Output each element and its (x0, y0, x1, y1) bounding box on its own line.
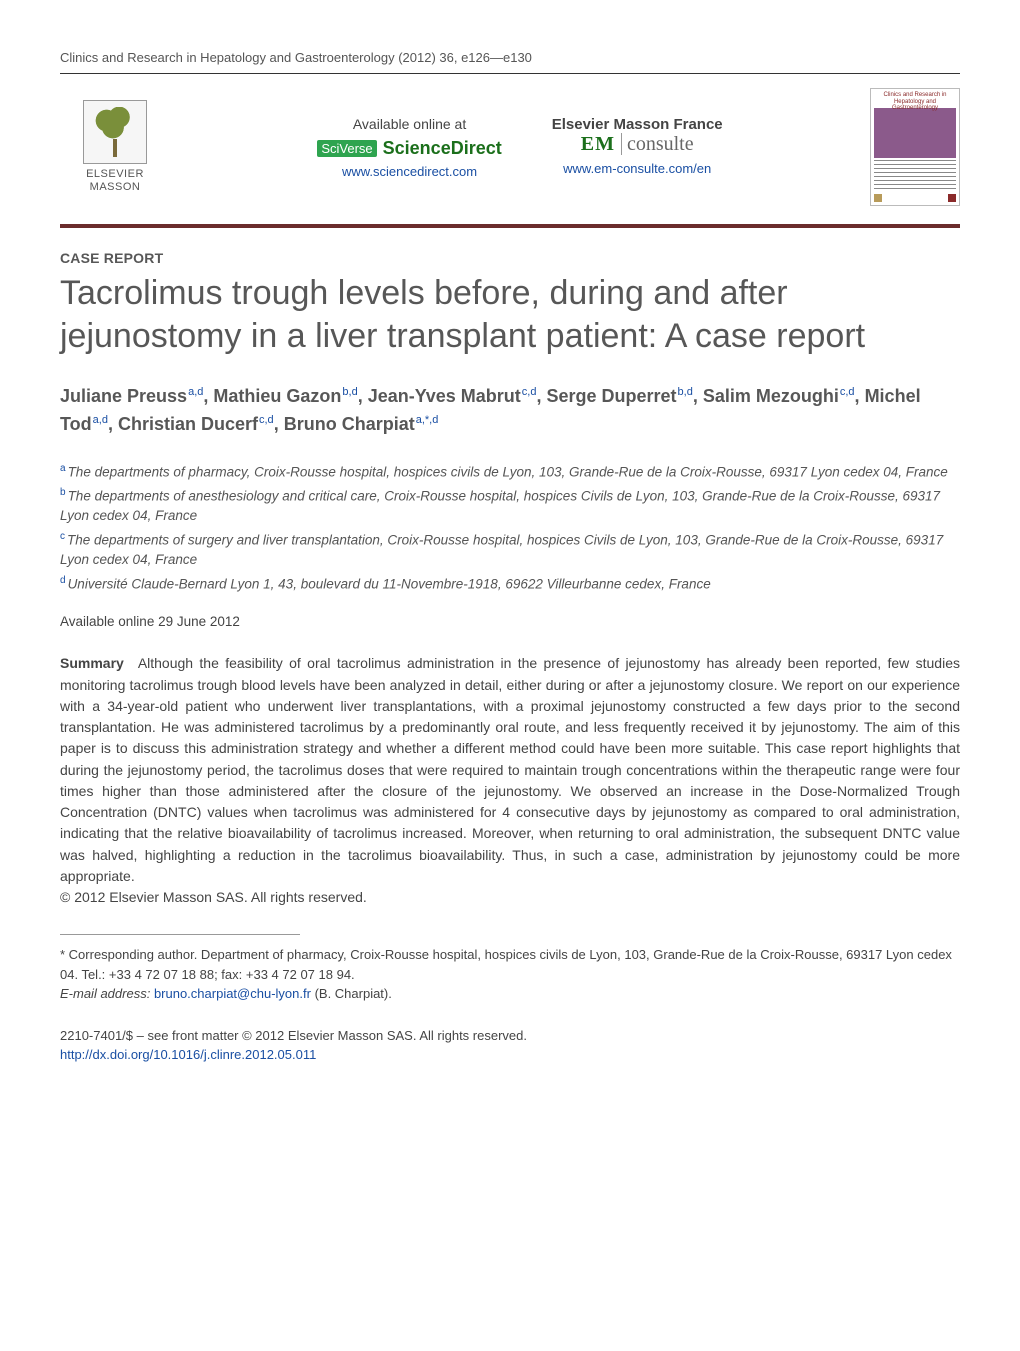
doi-link[interactable]: http://dx.doi.org/10.1016/j.clinre.2012.… (60, 1047, 316, 1062)
available-online-date: Available online 29 June 2012 (60, 614, 960, 629)
summary-copyright: © 2012 Elsevier Masson SAS. All rights r… (60, 889, 367, 905)
email-attrib: (B. Charpiat). (315, 986, 392, 1001)
article-title: Tacrolimus trough levels before, during … (60, 272, 960, 357)
emconsulte-block: Elsevier Masson France EMconsulte www.em… (552, 116, 723, 179)
em-word: consulte (627, 133, 694, 155)
em-label: Elsevier Masson France (552, 116, 723, 133)
cover-badge-icon (874, 194, 882, 202)
publisher-name-top: ELSEVIER (60, 168, 170, 181)
affiliation-c: The departments of surgery and liver tra… (60, 532, 943, 567)
affiliation-a: The departments of pharmacy, Croix-Rouss… (68, 464, 948, 479)
journal-cover-thumb: Clinics and Research in Hepatology and G… (870, 88, 960, 206)
sciencedirect-link[interactable]: www.sciencedirect.com (342, 164, 477, 179)
section-label: CASE REPORT (60, 250, 960, 266)
author: Salim Mezoughic,d (703, 386, 855, 406)
author: Juliane Preussa,d (60, 386, 203, 406)
sd-available-label: Available online at (317, 116, 501, 132)
sciencedirect-brand: SciVerse ScienceDirect (317, 138, 501, 159)
sciverse-badge: SciVerse (317, 140, 376, 157)
em-prefix: EM (581, 133, 622, 155)
author: Mathieu Gazonb,d (213, 386, 357, 406)
summary-label: Summary (60, 655, 124, 671)
elsevier-tree-icon (83, 100, 147, 164)
emconsulte-link[interactable]: www.em-consulte.com/en (563, 161, 711, 176)
email-label: E-mail address: (60, 986, 150, 1001)
publisher-name-bottom: MASSON (60, 181, 170, 194)
emconsulte-brand: EMconsulte (552, 133, 723, 156)
author: Christian Ducerfc,d (118, 414, 274, 434)
cover-image-icon (874, 108, 956, 158)
summary-text: Although the feasibility of oral tacroli… (60, 655, 960, 884)
affiliation-d: Université Claude-Bernard Lyon 1, 43, bo… (68, 576, 711, 591)
author: Bruno Charpiata,*,d (284, 414, 439, 434)
affiliation-b: The departments of anesthesiology and cr… (60, 488, 940, 523)
affiliations: aThe departments of pharmacy, Croix-Rous… (60, 461, 960, 595)
copyright-block: 2210-7401/$ – see front matter © 2012 El… (60, 1026, 960, 1065)
publisher-logo: ELSEVIER MASSON (60, 100, 170, 194)
cover-text-lines (874, 160, 956, 192)
author: Jean-Yves Mabrutc,d (368, 386, 537, 406)
corresponding-email-link[interactable]: bruno.charpiat@chu-lyon.fr (154, 986, 311, 1001)
cover-title: Clinics and Research in Hepatology and G… (874, 92, 956, 106)
front-matter: 2210-7401/$ – see front matter © 2012 El… (60, 1026, 960, 1046)
summary-block: SummaryAlthough the feasibility of oral … (60, 653, 960, 908)
sciencedirect-word: ScienceDirect (383, 138, 502, 159)
running-head: Clinics and Research in Hepatology and G… (60, 50, 960, 65)
footnote-rule (60, 934, 300, 935)
cover-badge-icon (948, 194, 956, 202)
header-band: ELSEVIER MASSON Available online at SciV… (60, 73, 960, 228)
author: Serge Duperretb,d (546, 386, 692, 406)
footnotes: * Corresponding author. Department of ph… (60, 945, 960, 1004)
author-list: Juliane Preussa,d, Mathieu Gazonb,d, Jea… (60, 383, 960, 439)
sciencedirect-block: Available online at SciVerse ScienceDire… (317, 116, 501, 179)
corresponding-author: * Corresponding author. Department of ph… (60, 945, 960, 984)
